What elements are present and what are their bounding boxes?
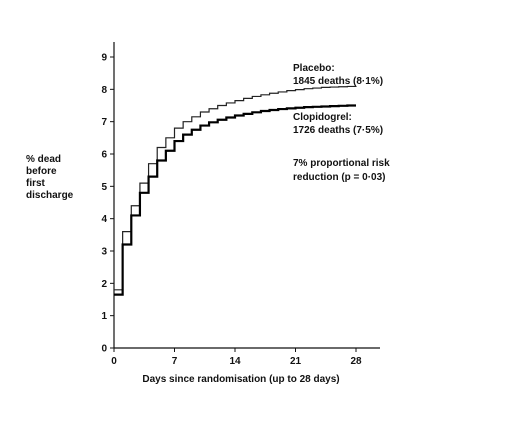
placebo-series-label: Placebo: 1845 deaths (8·1%)	[293, 63, 383, 87]
x-tick-label: 0	[111, 356, 117, 367]
series-group	[114, 85, 357, 296]
y-tick-label: 6	[101, 150, 107, 161]
y-tick-label: 5	[101, 182, 107, 193]
y-tick-label: 7	[101, 117, 107, 128]
x-axis-ticks: 0 7 14 21 28	[111, 348, 362, 367]
y-tick-label: 9	[101, 53, 107, 64]
risk-reduction-annotation: 7% proportional risk reduction (p = 0·03)	[293, 158, 390, 183]
y-tick-label: 1	[101, 311, 107, 322]
y-tick-label: 0	[101, 344, 107, 355]
series-line-placebo	[114, 85, 357, 291]
y-axis-ticks: 0 1 2 3 4 5 6 7 8 9	[101, 53, 114, 355]
y-tick-label: 3	[101, 247, 107, 258]
x-tick-label: 14	[229, 356, 241, 367]
y-axis-label: % dead before first discharge	[26, 154, 74, 201]
axes	[113, 42, 380, 349]
x-tick-label: 7	[172, 356, 178, 367]
clopidogrel-series-label: Clopidogrel: 1726 deaths (7·5%)	[293, 112, 383, 136]
x-axis-label: Days since randomisation (up to 28 days)	[142, 374, 339, 385]
series-line-clopidogrel	[114, 104, 356, 296]
y-tick-label: 4	[101, 214, 107, 225]
x-tick-label: 21	[290, 356, 302, 367]
y-tick-label: 2	[101, 279, 107, 290]
x-tick-label: 28	[350, 356, 362, 367]
y-tick-label: 8	[101, 85, 107, 96]
